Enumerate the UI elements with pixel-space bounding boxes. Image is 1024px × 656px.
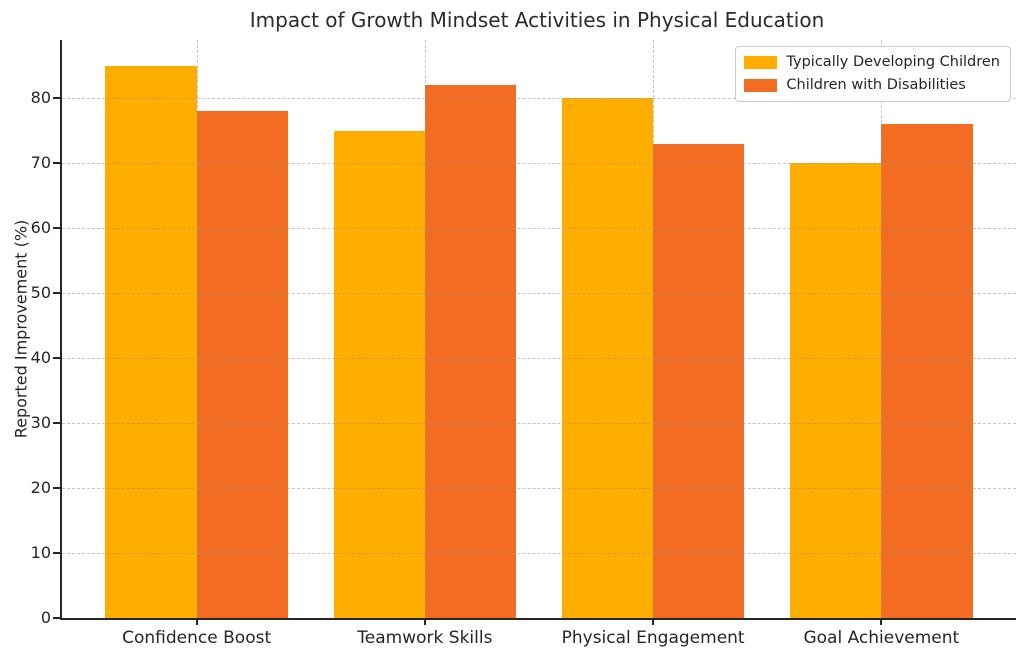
y-tick-label-40: 40 [30, 348, 51, 368]
y-tick-mark-10 [53, 552, 60, 555]
bar-typical-0 [105, 65, 197, 618]
bar-disabilities-2 [653, 143, 745, 618]
legend: Typically Developing Children Children w… [735, 46, 1011, 102]
y-tick-label-20: 20 [30, 478, 51, 498]
y-tick-mark-30 [53, 422, 60, 425]
legend-swatch-series-1 [744, 79, 778, 92]
y-tick-mark-40 [53, 357, 60, 360]
y-tick-label-80: 80 [30, 88, 51, 108]
x-tick-label-0: Confidence Boost [122, 628, 272, 648]
y-tick-label-30: 30 [30, 413, 51, 433]
bar-typical-2 [561, 98, 654, 618]
y-tick-label-70: 70 [30, 153, 51, 173]
plot-area: 0 10 20 30 40 50 60 70 80 Confidence Boost Teamwor… [31, 40, 1016, 648]
y-tick-mark-50 [53, 292, 60, 295]
x-tick-label-2: Physical Engagement [561, 628, 745, 648]
y-tick-label-50: 50 [30, 283, 51, 303]
chart-title: Impact of Growth Mindset Activities in P… [249, 8, 825, 32]
legend-entry: Typically Developing Children [744, 54, 1000, 71]
x-tick-mark-0 [195, 618, 198, 625]
bar-disabilities-0 [196, 111, 288, 618]
y-axis-label: Reported Improvement (%) [11, 219, 31, 439]
y-tick-label-0: 0 [40, 608, 51, 627]
y-tick-label-60: 60 [30, 218, 51, 238]
legend-swatch-series-0 [744, 56, 778, 69]
bar-typical-3 [790, 163, 882, 618]
bar-disabilities-3 [881, 124, 973, 618]
y-tick-mark-60 [53, 227, 60, 230]
y-tick-mark-20 [53, 487, 60, 490]
x-tick-mark-3 [880, 618, 883, 625]
y-tick-label-10: 10 [30, 543, 51, 563]
legend-label-series-1: Children with Disabilities [786, 77, 966, 93]
y-tick-mark-70 [53, 162, 60, 165]
y-tick-mark-80 [53, 97, 60, 100]
x-tick-mark-2 [652, 618, 655, 625]
x-tick-mark-1 [423, 618, 426, 625]
x-tick-label-1: Teamwork Skills [357, 628, 493, 648]
x-tick-label-3: Goal Achievement [803, 628, 960, 648]
bar-disabilities-1 [424, 85, 517, 618]
y-tick-mark-0 [53, 617, 60, 619]
legend-entry: Children with Disabilities [744, 77, 1000, 94]
bar-typical-1 [333, 130, 425, 618]
legend-label-series-0: Typically Developing Children [786, 54, 1000, 70]
